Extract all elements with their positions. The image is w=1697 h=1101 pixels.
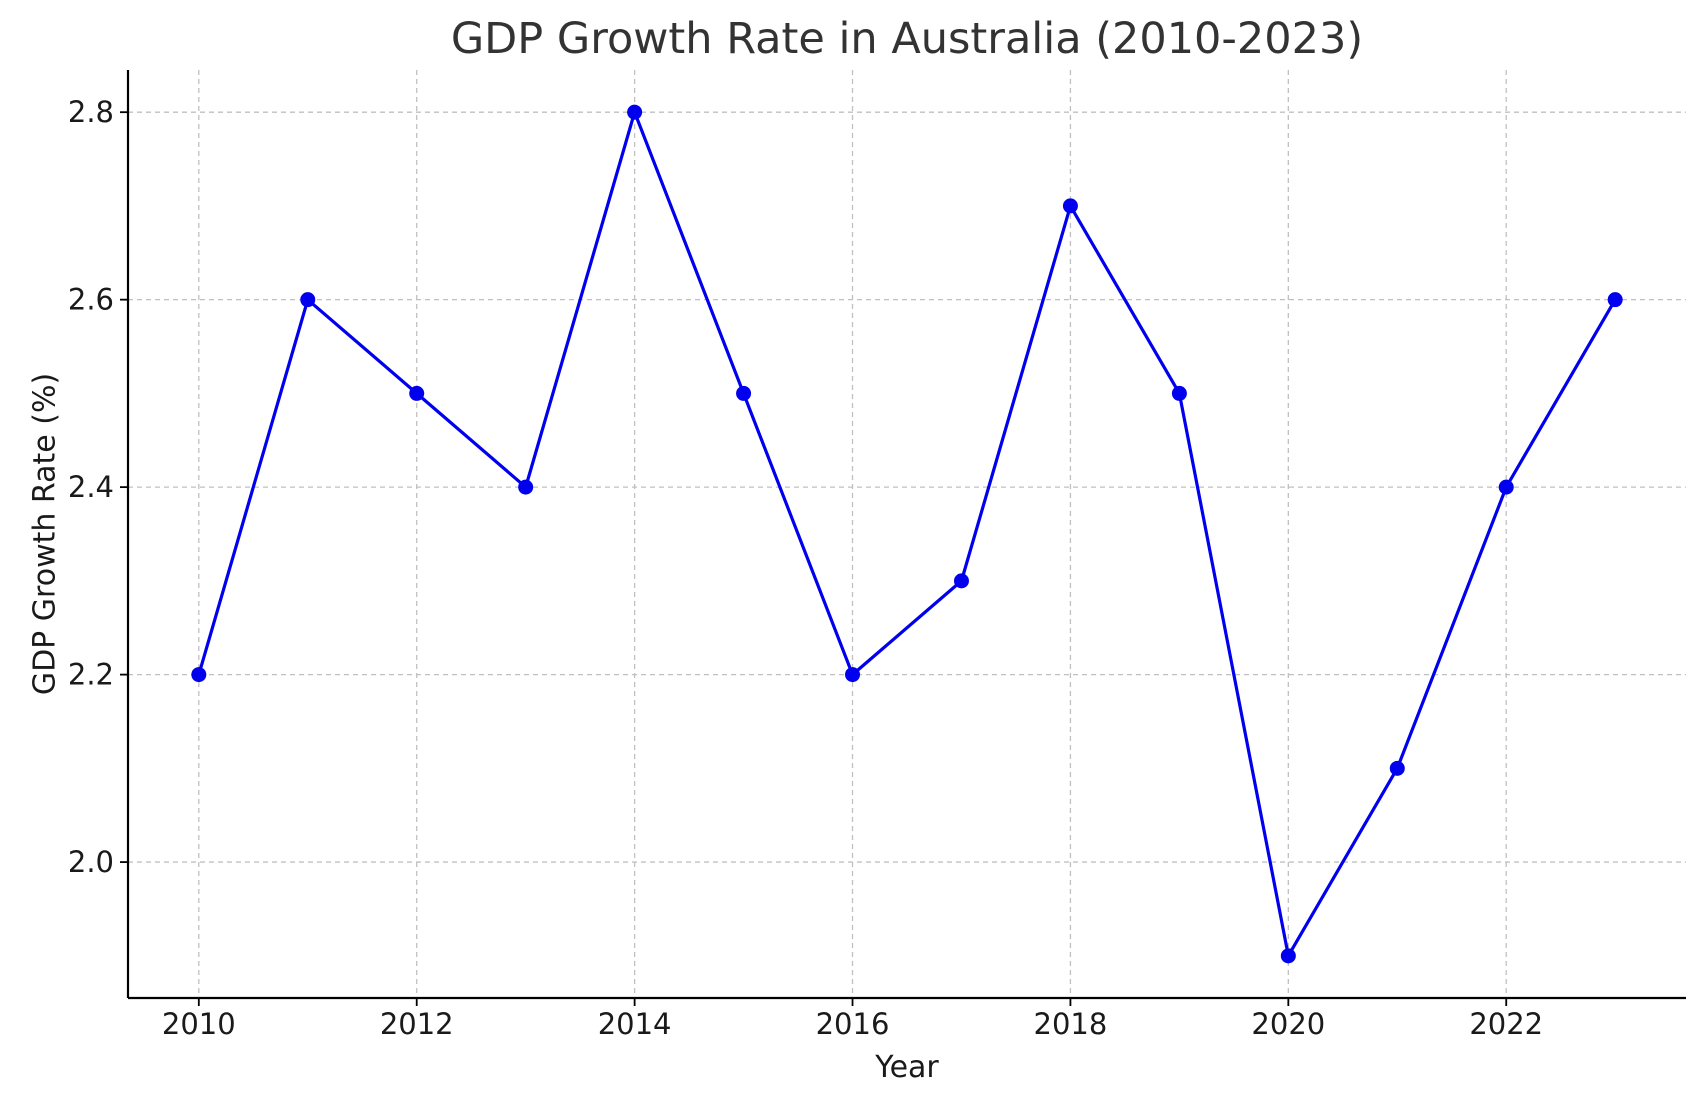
x-tick-label: 2022 <box>1469 1007 1543 1041</box>
data-point-2018 <box>1062 198 1078 214</box>
data-point-2013 <box>518 479 534 495</box>
x-tick-label: 2016 <box>816 1007 890 1041</box>
y-tick-label: 2.4 <box>68 470 114 504</box>
data-point-2016 <box>845 667 861 683</box>
data-series <box>191 104 1623 964</box>
data-point-2014 <box>627 104 643 120</box>
y-tick-label: 2.0 <box>68 845 114 879</box>
data-point-2022 <box>1498 479 1514 495</box>
x-tick-label: 2020 <box>1251 1007 1325 1041</box>
data-point-2012 <box>409 385 425 401</box>
x-tick-label: 2012 <box>380 1007 454 1041</box>
x-axis-title: Year <box>874 1050 939 1085</box>
chart-title: GDP Growth Rate in Australia (2010-2023) <box>451 14 1363 64</box>
data-point-2015 <box>736 385 752 401</box>
tick-labels: 2010 2012 2014 2016 2018 2020 2022 2.0 2.2 2.4 2.6… <box>68 95 1543 1041</box>
x-tick-label: 2010 <box>162 1007 236 1041</box>
data-point-2021 <box>1389 760 1405 776</box>
data-point-2011 <box>300 292 316 308</box>
grid-lines <box>128 70 1686 998</box>
y-tick-label: 2.8 <box>68 95 114 129</box>
data-point-2020 <box>1280 948 1296 964</box>
data-point-2019 <box>1171 385 1187 401</box>
x-tick-label: 2018 <box>1034 1007 1108 1041</box>
data-point-2017 <box>953 573 969 589</box>
data-point-2023 <box>1607 292 1623 308</box>
y-axis-title: GDP Growth Rate (%) <box>28 373 63 695</box>
series-line <box>197 110 1617 958</box>
axes <box>126 70 1686 1000</box>
x-tick-label: 2014 <box>598 1007 672 1041</box>
data-point-2010 <box>191 667 207 683</box>
y-tick-label: 2.6 <box>68 283 114 317</box>
y-tick-label: 2.2 <box>68 658 114 692</box>
